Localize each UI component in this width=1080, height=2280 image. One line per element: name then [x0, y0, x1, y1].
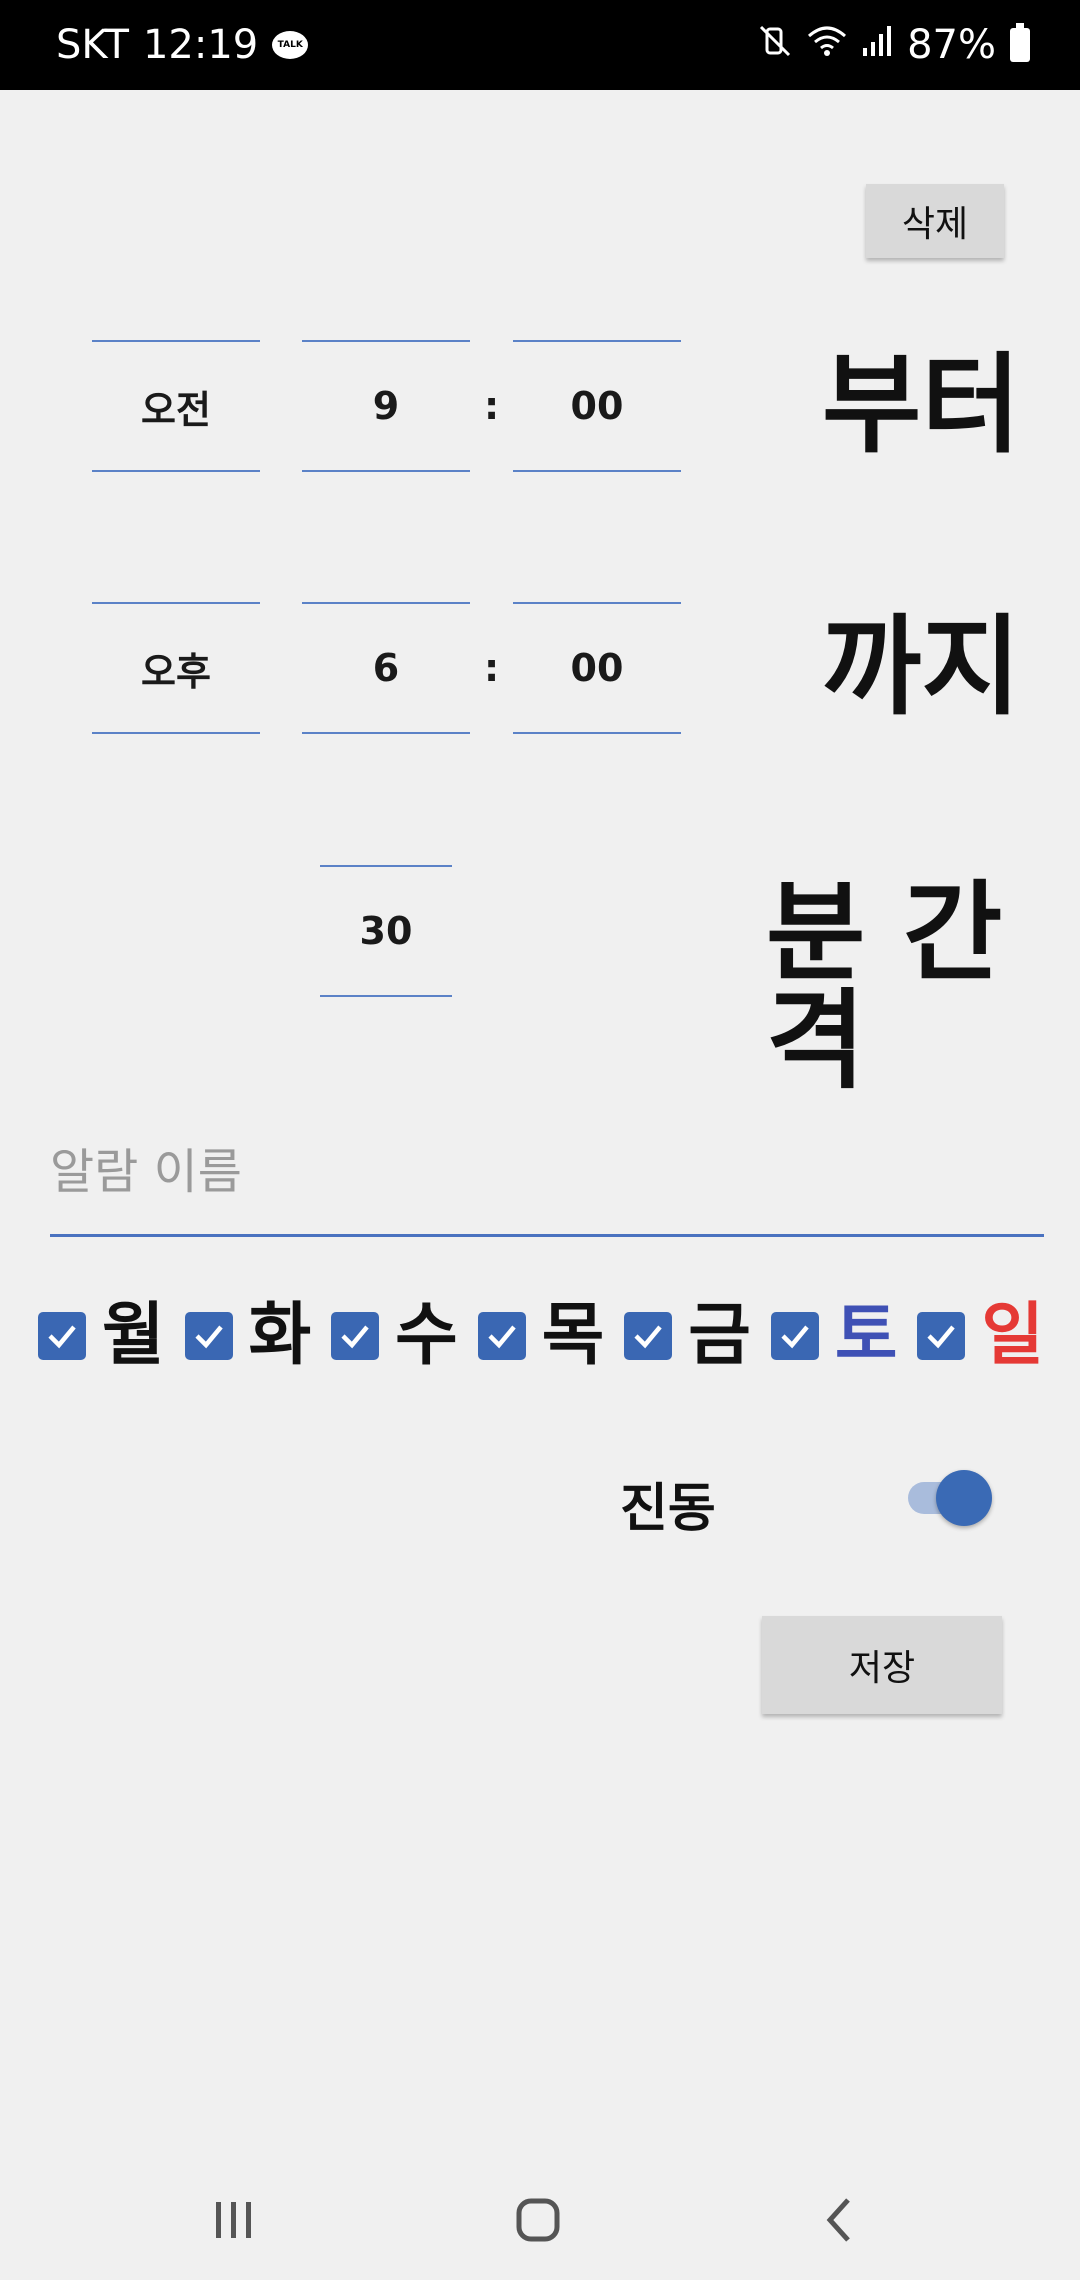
checkbox-thursday[interactable]	[477, 1312, 526, 1360]
end-label: 까지	[822, 605, 1021, 730]
status-right: 87%	[757, 0, 1030, 90]
end-hour-picker[interactable]: 6	[302, 602, 470, 734]
vibration-label: 진동	[620, 1479, 716, 1539]
home-icon	[516, 2198, 560, 2242]
day-label-thursday: 목	[541, 1296, 605, 1375]
delete-button[interactable]: 삭제	[866, 184, 1004, 258]
end-minute-picker[interactable]: 00	[513, 602, 681, 734]
check-icon	[341, 1325, 369, 1349]
recent-apps-icon	[216, 2202, 251, 2238]
save-button[interactable]: 저장	[762, 1616, 1002, 1714]
day-label-wednesday: 수	[395, 1296, 458, 1375]
status-left: SKT 12:19 TALK	[56, 0, 309, 90]
mute-vibrate-icon	[757, 22, 793, 68]
check-icon	[634, 1325, 662, 1349]
day-tuesday[interactable]: 화	[184, 1296, 332, 1375]
switch-thumb	[936, 1470, 992, 1526]
check-icon	[48, 1325, 76, 1349]
day-label-monday: 월	[102, 1296, 165, 1375]
end-ampm-picker[interactable]: 오후	[92, 602, 260, 734]
day-label-friday: 금	[688, 1296, 751, 1375]
start-ampm-picker[interactable]: 오전	[92, 340, 260, 472]
day-selector: 월 화 수 목 금 토 일	[38, 1288, 1044, 1384]
navigation-bar	[0, 2160, 1080, 2280]
checkbox-friday[interactable]	[624, 1312, 673, 1360]
interval-label: 분 간격	[766, 871, 1003, 1104]
check-icon	[781, 1325, 809, 1349]
day-saturday[interactable]: 토	[770, 1296, 918, 1375]
wifi-icon	[807, 22, 847, 68]
kakaotalk-icon: TALK	[272, 31, 309, 59]
checkbox-sunday[interactable]	[917, 1312, 966, 1360]
day-thursday[interactable]: 목	[477, 1296, 625, 1375]
start-hour-picker[interactable]: 9	[302, 340, 470, 472]
end-time-separator: :	[484, 646, 500, 690]
checkbox-saturday[interactable]	[770, 1312, 819, 1360]
back-icon	[826, 2198, 850, 2242]
day-monday[interactable]: 월	[38, 1302, 185, 1370]
checkbox-monday[interactable]	[38, 1312, 86, 1360]
recent-apps-button[interactable]	[194, 2190, 274, 2250]
home-button[interactable]	[498, 2190, 578, 2250]
day-wednesday[interactable]: 수	[331, 1302, 478, 1370]
signal-icon	[861, 22, 893, 68]
checkbox-wednesday[interactable]	[331, 1312, 380, 1360]
day-sunday[interactable]: 일	[917, 1302, 1044, 1370]
status-bar: SKT 12:19 TALK 87%	[0, 0, 1080, 90]
start-label: 부터	[822, 343, 1021, 468]
interval-minutes-picker[interactable]: 30	[320, 865, 452, 997]
alarm-name-input[interactable]	[50, 1110, 1044, 1237]
day-friday[interactable]: 금	[624, 1302, 771, 1370]
day-label-saturday: 토	[834, 1296, 898, 1375]
check-icon	[194, 1325, 223, 1349]
carrier-label: SKT	[56, 22, 129, 68]
check-icon	[488, 1325, 516, 1349]
start-time-separator: :	[484, 384, 500, 428]
clock: 12:19	[142, 22, 259, 68]
start-minute-picker[interactable]: 00	[513, 340, 681, 472]
checkbox-tuesday[interactable]	[184, 1312, 233, 1360]
day-label-sunday: 일	[981, 1296, 1044, 1375]
battery-icon	[1010, 23, 1030, 62]
day-label-tuesday: 화	[248, 1296, 312, 1375]
battery-percent: 87%	[907, 22, 996, 68]
vibration-switch[interactable]	[908, 1466, 992, 1528]
check-icon	[927, 1325, 956, 1349]
back-button[interactable]	[800, 2190, 880, 2250]
